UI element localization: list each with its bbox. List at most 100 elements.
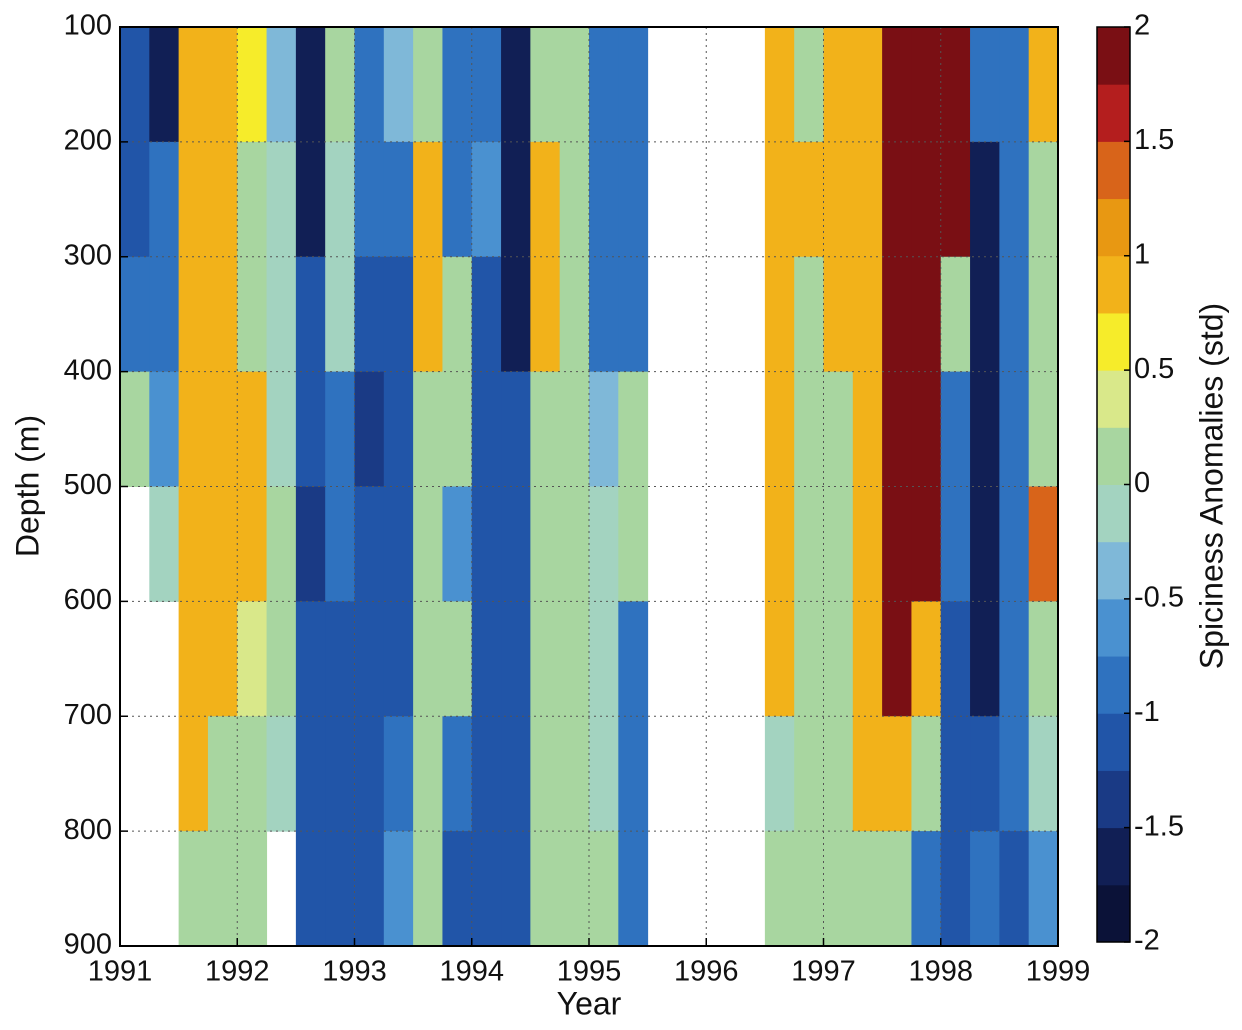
y-tick-label: 900 (64, 929, 112, 961)
heatmap-cell (471, 27, 502, 143)
heatmap-cell (999, 486, 1030, 602)
heatmap-cell (970, 256, 1000, 373)
heatmap-cell (266, 27, 297, 143)
heatmap-cell (237, 601, 268, 717)
heatmap-cell (295, 141, 326, 258)
heatmap-cell (999, 371, 1030, 487)
y-axis-label: Depth (m) (9, 415, 45, 557)
heatmap-cell (149, 256, 180, 373)
colorbar-tick-label: -1.5 (1134, 810, 1184, 842)
heatmap-cell (999, 601, 1030, 717)
heatmap-cell (237, 27, 268, 143)
colorbar-tick-label: 1.5 (1134, 124, 1174, 156)
heatmap-cell (501, 716, 531, 832)
heatmap-cell (325, 601, 355, 717)
x-tick-label: 1991 (88, 956, 153, 988)
heatmap-cell (325, 141, 355, 258)
heatmap-cell (471, 486, 502, 602)
heatmap-cell (618, 831, 649, 947)
heatmap-cell (383, 716, 414, 832)
heatmap-cell (120, 256, 150, 373)
heatmap-cell (852, 831, 883, 947)
heatmap-cell (559, 27, 590, 143)
heatmap-cell (764, 371, 795, 487)
heatmap-cell (589, 27, 619, 143)
heatmap-cell (471, 601, 502, 717)
heatmap-cell (589, 256, 619, 373)
colorbar-band (1097, 141, 1130, 200)
heatmap-cell (589, 486, 619, 602)
heatmap-cell (207, 601, 238, 717)
heatmap-cell (852, 716, 883, 832)
heatmap-cell (882, 486, 912, 602)
heatmap-cell (383, 601, 414, 717)
heatmap-cell (207, 486, 238, 602)
heatmap-cell (882, 371, 912, 487)
colorbar-band (1097, 427, 1130, 485)
heatmap-cell (530, 371, 561, 487)
x-tick-label: 1997 (791, 956, 856, 988)
heatmap-cell (501, 141, 531, 258)
y-tick-label: 800 (64, 814, 112, 846)
heatmap-cell (471, 371, 502, 487)
heatmap-cell (940, 256, 971, 373)
heatmap-cell (618, 371, 649, 487)
heatmap-cell (383, 256, 414, 373)
heatmap-cell (237, 716, 268, 832)
colorbar-tick-label: 0.5 (1134, 353, 1174, 385)
colorbar-band (1097, 255, 1130, 314)
heatmap-cell (1028, 601, 1059, 717)
heatmap-cell (178, 256, 209, 373)
heatmap-cell (501, 371, 531, 487)
colorbar-band (1097, 84, 1130, 142)
y-tick-label: 200 (64, 125, 112, 157)
heatmap-cell (764, 601, 795, 717)
heatmap-cell (354, 371, 385, 487)
heatmap-cell (559, 141, 590, 258)
plot-frame (119, 26, 1059, 947)
heatmap-cell (207, 27, 238, 143)
y-tick-label: 500 (64, 469, 112, 501)
heatmap-cell (911, 371, 942, 487)
heatmap-cell (970, 486, 1000, 602)
heatmap-cell (413, 371, 443, 487)
heatmap-cell (354, 831, 385, 947)
heatmap-cell (940, 601, 971, 717)
heatmap-cell (1028, 486, 1059, 602)
y-tick-label: 400 (64, 354, 112, 386)
heatmap-cell (237, 831, 268, 947)
heatmap-cell (764, 486, 795, 602)
heatmap-cell (940, 141, 971, 258)
heatmap-cell (501, 486, 531, 602)
heatmap-cell (999, 141, 1030, 258)
heatmap-cell (823, 371, 854, 487)
heatmap-cell (120, 371, 150, 487)
heatmap-cell (501, 601, 531, 717)
colorbar-tick-label: 1 (1134, 238, 1150, 270)
heatmap-cell (559, 831, 590, 947)
heatmap-cell (442, 601, 473, 717)
colorbar-band (1097, 770, 1130, 829)
heatmap-cell (237, 371, 268, 487)
colorbar-band (1097, 541, 1130, 600)
x-tick-label: 1992 (205, 956, 270, 988)
heatmap-cell (266, 371, 297, 487)
heatmap-cell (823, 141, 854, 258)
heatmap-cell (852, 486, 883, 602)
heatmap-cell (325, 371, 355, 487)
heatmap-cell (383, 831, 414, 947)
heatmap-cell (442, 831, 473, 947)
heatmap-cell (882, 716, 912, 832)
heatmap-cell (471, 256, 502, 373)
heatmap-cell (266, 141, 297, 258)
heatmap-cell (295, 831, 326, 947)
heatmap-cell (413, 141, 443, 258)
heatmap-cell (207, 371, 238, 487)
heatmap-cell (149, 371, 180, 487)
heatmap-cell (940, 716, 971, 832)
heatmap-cell (618, 716, 649, 832)
heatmap-cell (911, 141, 942, 258)
heatmap-cell (794, 601, 824, 717)
heatmap-cell (1028, 27, 1059, 143)
